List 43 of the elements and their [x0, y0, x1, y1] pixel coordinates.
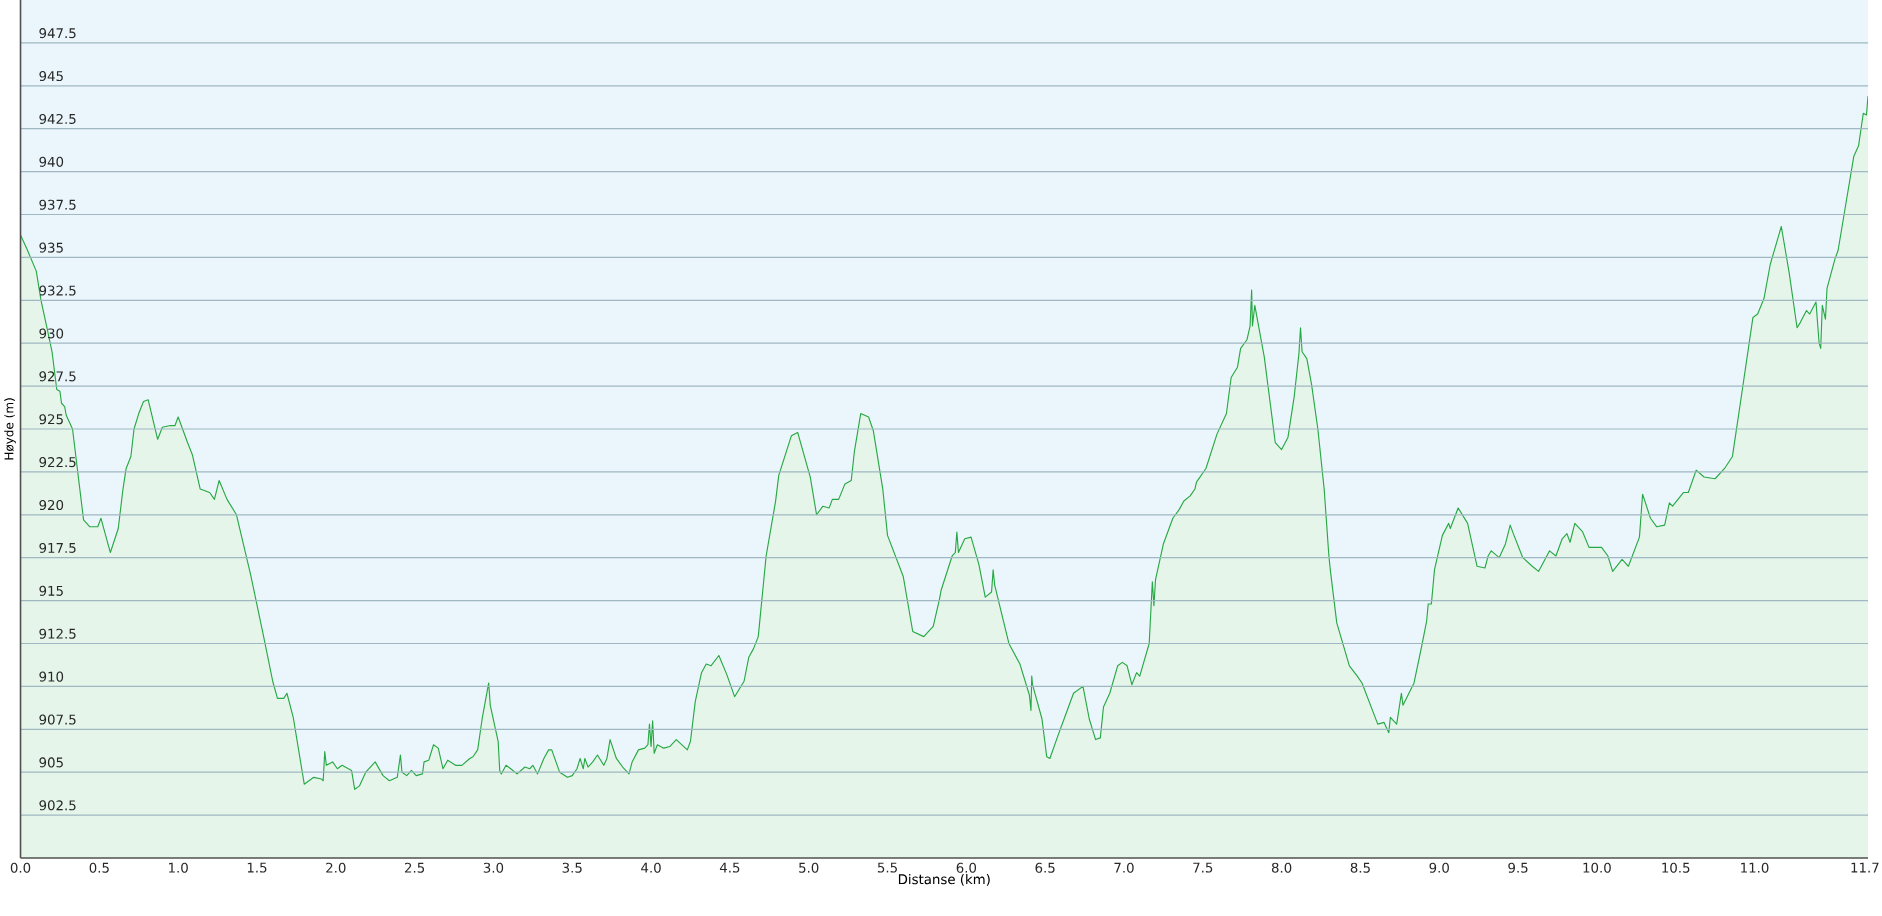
- x-tick-label: 1.5: [247, 862, 267, 873]
- y-tick-label: 922.5: [39, 457, 76, 468]
- x-tick-label: 8.5: [1350, 862, 1370, 873]
- x-axis-title: Distanse (km): [898, 873, 990, 886]
- x-tick-label: 0.5: [89, 862, 109, 873]
- y-tick-label: 947.5: [39, 28, 76, 39]
- y-tick-label: 917.5: [39, 542, 76, 553]
- x-tick-label: 4.5: [719, 862, 740, 873]
- x-tick-label: 2.5: [404, 862, 425, 873]
- x-tick-label: 11.7: [1851, 862, 1879, 873]
- x-tick-label: 8.0: [1271, 862, 1292, 873]
- y-tick-label: 907.5: [39, 714, 76, 725]
- x-tick-label: 10.0: [1583, 862, 1611, 873]
- y-axis-title: Høyde (m): [4, 398, 16, 460]
- y-tick-label: 945: [39, 70, 63, 82]
- x-tick-label: 3.0: [483, 862, 504, 873]
- x-tick-label: 4.0: [641, 862, 661, 873]
- y-tick-label: 942.5: [39, 113, 76, 124]
- y-tick-label: 935: [39, 242, 63, 253]
- x-tick-label: 7.0: [1114, 862, 1134, 873]
- x-tick-label: 7.5: [1193, 862, 1213, 873]
- y-tick-label: 937.5: [39, 199, 76, 210]
- y-tick-label: 910: [39, 671, 64, 682]
- x-tick-label: 9.5: [1508, 862, 1528, 873]
- x-tick-label: 6.5: [1035, 862, 1055, 873]
- y-tick-label: 915: [39, 585, 63, 596]
- y-tick-label: 902.5: [39, 800, 76, 811]
- x-tick-label: 6.0: [956, 862, 977, 873]
- x-tick-label: 5.5: [877, 862, 897, 873]
- y-tick-label: 927.5: [39, 371, 76, 382]
- y-tick-label: 940: [39, 156, 64, 167]
- y-tick-label: 920: [39, 499, 64, 511]
- x-tick-label: 0.0: [10, 862, 31, 873]
- y-tick-label: 925: [39, 414, 63, 425]
- x-tick-label: 9.0: [1429, 862, 1449, 873]
- x-tick-label: 10.5: [1662, 862, 1690, 873]
- x-tick-label: 2.0: [326, 862, 346, 873]
- x-tick-label: 5.0: [799, 862, 819, 873]
- x-tick-label: 1.0: [169, 862, 188, 873]
- x-tick-label: 3.5: [562, 862, 582, 873]
- y-tick-label: 912.5: [39, 628, 76, 639]
- x-tick-label: 11.0: [1741, 862, 1769, 873]
- y-tick-label: 905: [39, 757, 63, 768]
